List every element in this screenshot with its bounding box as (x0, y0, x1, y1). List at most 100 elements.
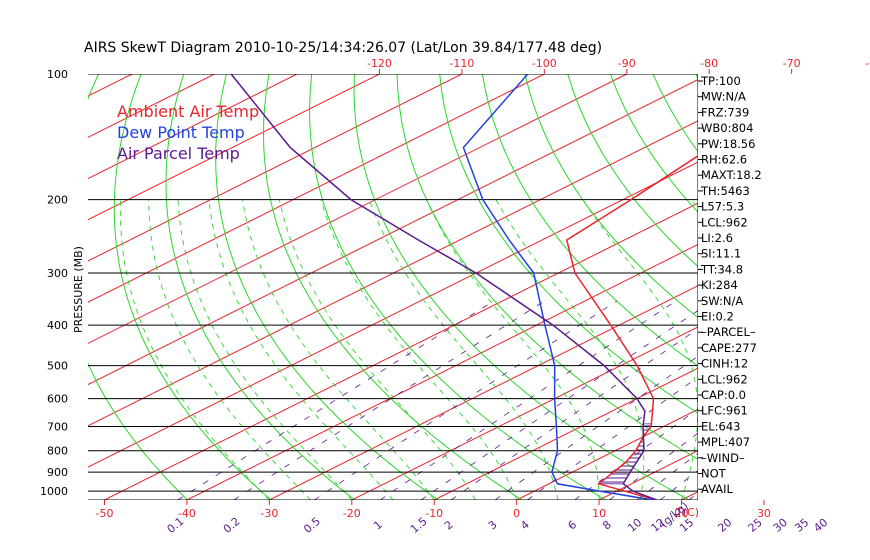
top-temp-tick-label: -70 (783, 57, 801, 70)
pressure-tick-label: 800 (47, 445, 68, 458)
moist-adiabat-line (208, 199, 394, 500)
stability-index: CAP:0.0 (701, 388, 746, 402)
stability-index: MW:N/A (701, 90, 746, 104)
legend-entry: Air Parcel Temp (117, 144, 240, 163)
mixing-ratio-line (450, 328, 698, 500)
dry-adiabat-line (439, 74, 698, 414)
dry-adiabat-line (481, 74, 698, 367)
legend: Ambient Air Temp Dew Point Temp Air Parcel… (117, 102, 259, 163)
stability-index: TP:100 (700, 74, 741, 88)
mixing-ratio-line (177, 300, 495, 500)
moist-adiabat-line (320, 199, 518, 500)
stability-index: L57:5.3 (701, 200, 744, 214)
dry-adiabat-lines (88, 74, 870, 500)
mixing-ratio-tick-label: 40 (811, 516, 830, 535)
top-temp-tick-label: -60 (865, 57, 870, 70)
stability-index: FRZ:739 (701, 105, 749, 119)
isotherm-line (88, 74, 627, 344)
pressure-tick-label: 400 (47, 319, 68, 332)
bottom-temp-tick-label: 30 (757, 507, 771, 520)
pressure-axis: 100 200 300 400 500 600 700 800 900 1000 (40, 68, 68, 498)
dry-adiabat-line (738, 74, 870, 500)
legend-entry: Dew Point Temp (117, 123, 245, 142)
mixing-ratio-tick-label: 0.5 (301, 515, 323, 536)
stability-index: PW:18.56 (701, 137, 755, 151)
stability-index: LCL:962 (701, 215, 748, 229)
dry-adiabat-line (262, 74, 523, 500)
stability-index: CINH:12 (701, 357, 748, 371)
bottom-temp-tick-label: 20 (675, 507, 689, 520)
dry-adiabat-line (396, 74, 698, 460)
pressure-tick-label: 300 (47, 267, 68, 280)
moist-adiabat-line (764, 200, 847, 500)
bottom-temperature-axis: -50 -40 -30 -20 -10 0 10 20 30 (96, 500, 771, 520)
dry-adiabat-line (88, 74, 188, 500)
bottom-temp-tick-label: -10 (425, 507, 443, 520)
pressure-tick-label: 600 (47, 393, 68, 406)
isotherm-line (269, 285, 698, 500)
isotherm-line (88, 74, 298, 180)
dry-adiabat-line (353, 74, 690, 500)
temp-unit-label: T(C) (675, 506, 699, 519)
dry-adiabat-line (309, 74, 606, 500)
isotherm-line (88, 74, 463, 262)
dry-adiabat-line (113, 74, 272, 500)
mixing-ratio-line (823, 301, 870, 500)
dry-adiabat-line (652, 74, 698, 153)
mixing-ratio-line (609, 432, 698, 500)
dry-adiabat-line (781, 74, 870, 500)
pressure-tick-label: 1000 (40, 485, 68, 498)
dry-adiabat-line (824, 74, 870, 500)
mixing-ratio-tick-label: 6 (565, 518, 579, 532)
mixing-ratio-line (804, 301, 870, 500)
isotherm-lines (0, 74, 870, 500)
moist-adiabat-line (368, 199, 559, 500)
pressure-tick-label: 900 (47, 466, 68, 479)
moist-adiabat-line (148, 199, 311, 500)
profile-curves (230, 74, 698, 500)
dry-adiabat-line (524, 74, 698, 319)
stability-index: –PARCEL– (701, 325, 756, 339)
stability-index: NOT (701, 467, 727, 481)
top-temp-tick-label: -100 (532, 57, 557, 70)
stability-index: LFC:961 (701, 404, 748, 418)
moist-adiabat-line (242, 199, 435, 500)
mixing-ratio-axis: 0.1 0.2 0.5 1 1.5 2 3 4 6 8 10 12 15 20 25 30 35 40 (165, 515, 831, 536)
mixing-ratio-line (636, 452, 698, 500)
bottom-temp-tick-label: -30 (260, 507, 278, 520)
mixing-ratio-line (420, 309, 698, 500)
isotherm-line (88, 79, 698, 386)
top-temp-tick-label: -110 (449, 57, 474, 70)
stability-index: MPL:407 (701, 435, 750, 449)
mixing-ratio-tick-label: 8 (600, 518, 614, 532)
pressure-tick-label: 700 (47, 421, 68, 434)
y-axis-label: PRESSURE (MB) (72, 246, 85, 333)
bottom-temp-tick-label: 10 (592, 507, 606, 520)
stability-index: WB0:804 (701, 121, 753, 135)
mixing-ratio-tick-label: 1 (371, 518, 385, 532)
profile-line (565, 154, 698, 500)
stability-index: –WIND– (701, 451, 745, 465)
isotherm-line (351, 326, 698, 500)
moist-adiabat-line (805, 200, 870, 500)
mixing-ratio-line (758, 301, 870, 500)
mixing-ratio-line (783, 301, 870, 500)
mixing-ratio-tick-label: 3 (486, 518, 500, 532)
isotherm-line (516, 408, 698, 500)
pressure-tick-label: 200 (47, 194, 68, 207)
dry-adiabat-line (567, 74, 698, 268)
isotherm-line (88, 74, 133, 97)
stability-index: LCL:962 (701, 372, 748, 386)
stability-index: CAPE:277 (701, 341, 757, 355)
moist-adiabat-lines (119, 199, 870, 500)
profile-line (462, 74, 653, 500)
stability-index: TT:34.8 (700, 262, 743, 276)
pressure-tick-label: 100 (47, 68, 68, 81)
top-temp-tick-label: -120 (367, 57, 392, 70)
isotherm-line (0, 74, 50, 500)
bottom-temp-tick-label: -40 (178, 507, 196, 520)
top-temp-tick-label: -90 (618, 57, 636, 70)
plot-area (0, 74, 870, 500)
isotherm-line (764, 74, 870, 500)
isotherm-line (104, 202, 698, 500)
